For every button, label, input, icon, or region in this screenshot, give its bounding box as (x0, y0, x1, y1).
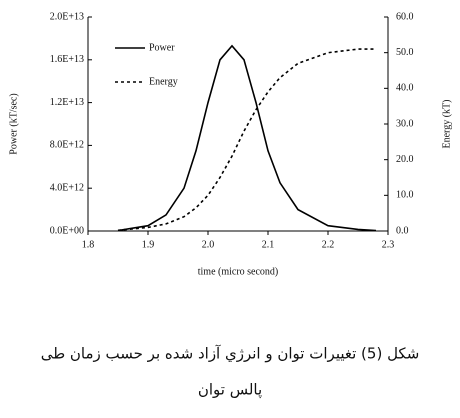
series-line (117, 44, 377, 232)
y-tick-label: 0.0E+00 (50, 225, 84, 236)
x-tick-label: 2.0 (202, 239, 215, 250)
y-tick-label: 2.0E+13 (50, 11, 84, 22)
y2-tick-label: 0.0 (396, 225, 409, 236)
legend-label: Energy (149, 76, 178, 87)
y2-tick-label: 50.0 (396, 47, 414, 58)
x-axis-label: time (micro second) (198, 266, 279, 277)
y-tick-label: 4.0E+12 (50, 182, 84, 193)
y2-tick-label: 10.0 (396, 190, 414, 201)
x-tick-label: 1.9 (142, 239, 155, 250)
y-tick-label: 1.2E+13 (50, 97, 84, 108)
y2-axis-label: Energy (kT) (441, 100, 452, 149)
x-tick-label: 2.3 (382, 239, 395, 250)
y-tick-label: 1.6E+13 (50, 54, 84, 65)
x-tick-label: 2.1 (262, 239, 275, 250)
y2-tick-label: 20.0 (396, 154, 414, 165)
legend-label: Power (149, 42, 175, 53)
y-axis-label: Power (kT/sec) (8, 93, 19, 154)
series-line (117, 48, 376, 232)
caption: شكل (5) تغييرات توان و انرژي آزاد شده بر… (41, 345, 420, 364)
y2-tick-label: 60.0 (396, 11, 414, 22)
x-tick-label: 2.2 (322, 239, 335, 250)
y2-tick-label: 40.0 (396, 83, 414, 94)
x-tick-label: 1.8 (82, 239, 95, 250)
y2-tick-label: 30.0 (396, 118, 414, 129)
y-tick-label: 8.0E+12 (50, 140, 84, 151)
caption: پالس توان (198, 381, 262, 400)
